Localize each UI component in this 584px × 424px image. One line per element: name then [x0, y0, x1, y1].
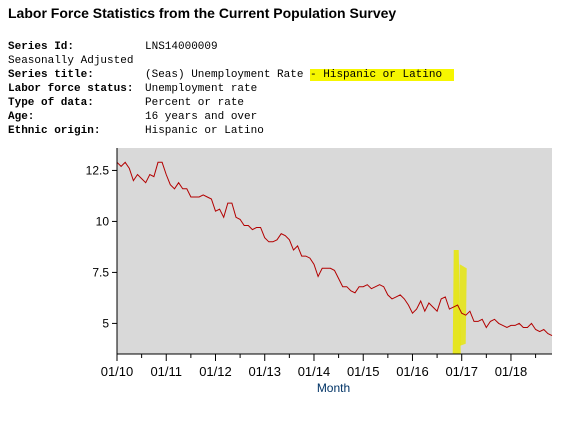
ethnic-origin-value: Hispanic or Latino — [145, 125, 264, 137]
age-row: Age: 16 years and over — [8, 110, 454, 124]
series-title-row: Series title: (Seas) Unemployment Rate -… — [8, 68, 455, 82]
seasonal-row: Seasonally Adjusted — [8, 54, 454, 68]
series-title-label: Series title: — [8, 69, 94, 81]
x-tick-label: 01/16 — [396, 364, 429, 379]
x-tick-label: 01/10 — [101, 364, 134, 379]
ethnic-origin-row: Ethnic origin: Hispanic or Latino — [8, 124, 454, 138]
series-line-group — [116, 161, 553, 337]
unemployment-rate-line — [116, 161, 553, 337]
x-tick-label: 01/11 — [150, 364, 182, 379]
highlighter-stroke — [452, 249, 461, 354]
series-title-cell: (Seas) Unemployment Rate - Hispanic or L… — [145, 68, 455, 82]
x-tick-label: 01/18 — [495, 364, 528, 379]
age-value: 16 years and over — [145, 111, 258, 123]
labor-force-status-row: Labor force status: Unemployment rate — [8, 82, 454, 96]
series-info-table: Series Id: LNS14000009 Seasonally Adjust… — [8, 40, 455, 138]
series-title-highlight: - Hispanic or Latino — [310, 69, 455, 81]
y-tick-label: 12.5 — [86, 163, 110, 177]
page-title: Labor Force Statistics from the Current … — [8, 5, 397, 21]
type-of-data-row: Type of data: Percent or rate — [8, 96, 454, 110]
y-tick-label: 7.5 — [92, 265, 109, 279]
series-id-label: Series Id: — [8, 41, 75, 53]
x-axis-title: Month — [317, 381, 350, 395]
highlight-annotation — [452, 249, 467, 354]
labor-force-status-value: Unemployment rate — [145, 83, 258, 95]
series-id-row: Series Id: LNS14000009 — [8, 40, 454, 54]
x-tick-label: 01/12 — [199, 364, 232, 379]
labor-force-status-label: Labor force status: — [8, 83, 134, 95]
x-tick-label: 01/17 — [445, 364, 478, 379]
series-id-value: LNS14000009 — [145, 41, 218, 53]
x-tick-label: 01/14 — [298, 364, 331, 379]
age-label: Age: — [8, 111, 35, 123]
seasonally-adjusted-label: Seasonally Adjusted — [8, 55, 134, 67]
type-of-data-label: Type of data: — [8, 97, 94, 109]
highlighter-stroke — [459, 264, 467, 346]
y-tick-label: 5 — [102, 316, 109, 330]
x-tick-label: 01/13 — [248, 364, 281, 379]
y-tick-label: 10 — [96, 214, 110, 228]
series-title-value: (Seas) Unemployment Rate — [145, 69, 304, 81]
plot-background — [117, 148, 552, 354]
x-axis: 01/10 01/11 01/12 01/13 01/14 01/15 01/16 01/17… — [101, 353, 552, 379]
ethnic-origin-label: Ethnic origin: — [8, 125, 101, 137]
x-tick-label: 01/15 — [347, 364, 380, 379]
y-axis: 5 7.5 10 12.5 — [86, 148, 118, 354]
type-of-data-value: Percent or rate — [145, 97, 245, 109]
